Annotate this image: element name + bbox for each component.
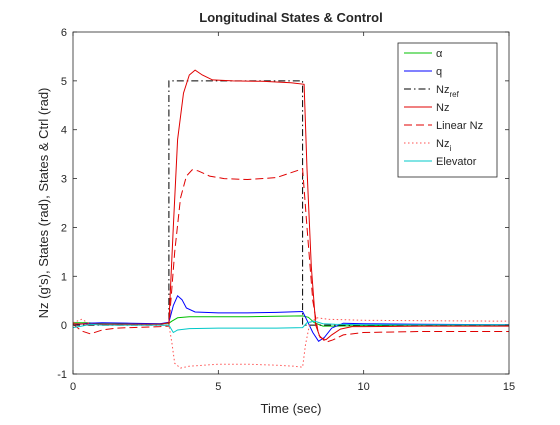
x-tick-label: 0 bbox=[70, 381, 76, 393]
x-tick-label: 10 bbox=[358, 381, 370, 393]
series-line-6 bbox=[72, 320, 509, 334]
series-line-3 bbox=[72, 69, 509, 341]
y-tick-label: 2 bbox=[61, 222, 67, 234]
x-tick-label: 15 bbox=[503, 381, 515, 393]
chart-title: Longitudinal States & Control bbox=[199, 10, 382, 25]
legend-box bbox=[397, 42, 498, 178]
series-line-1 bbox=[72, 294, 510, 342]
legend-label: Linear Nz bbox=[436, 120, 483, 132]
series-layer bbox=[72, 69, 510, 369]
legend-label: Nz bbox=[436, 102, 449, 114]
y-tick-label: 0 bbox=[61, 320, 67, 332]
y-tick-label: -1 bbox=[57, 369, 67, 381]
y-tick-label: 6 bbox=[61, 27, 67, 39]
y-axis-label: Nz (g's), States (rad), States & Ctrl (r… bbox=[36, 88, 51, 319]
y-tick-label: 4 bbox=[61, 125, 67, 137]
y-tick-label: 5 bbox=[61, 76, 67, 88]
x-axis-label: Time (sec) bbox=[261, 401, 322, 416]
legend-label: α bbox=[436, 48, 443, 60]
x-tick-label: 5 bbox=[215, 381, 221, 393]
series-line-5 bbox=[72, 317, 510, 369]
axes-box bbox=[72, 31, 510, 375]
y-tick-label: 3 bbox=[61, 174, 67, 186]
legend-label: q bbox=[436, 66, 442, 78]
series-line-4 bbox=[72, 168, 509, 343]
legend-label: Nzi bbox=[436, 138, 451, 153]
legend-label: Elevator bbox=[436, 156, 477, 168]
y-tick-label: 1 bbox=[61, 271, 67, 283]
